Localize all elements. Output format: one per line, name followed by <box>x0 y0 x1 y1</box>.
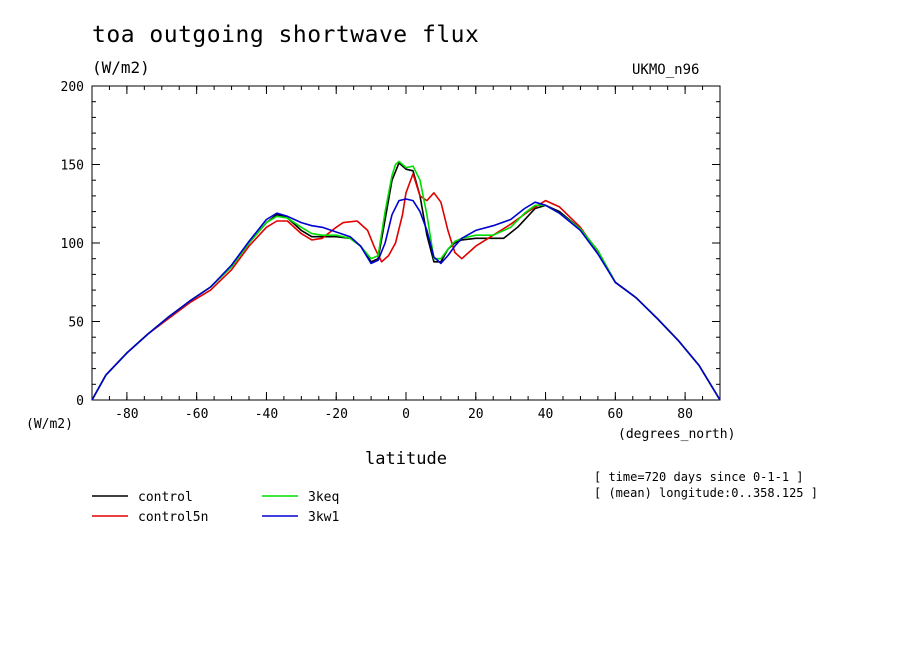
x-tick-label: 0 <box>402 407 410 422</box>
x-tick-label: -20 <box>324 407 347 422</box>
chart-title: toa outgoing shortwave flux <box>92 22 480 48</box>
x-tick-label: 80 <box>677 407 693 422</box>
x-units-label: (degrees_north) <box>618 427 735 442</box>
series-lines <box>91 160 721 401</box>
time-metadata: [ time=720 days since 0-1-1 ] <box>594 470 804 484</box>
longitude-metadata: [ (mean) longitude:0..358.125 ] <box>594 486 818 500</box>
y-units-label: (W/m2) <box>26 417 73 432</box>
legend: control control5n 3keq 3kw1 <box>92 490 339 525</box>
y-tick-label: 0 <box>76 394 84 409</box>
x-tick-label: 20 <box>468 407 484 422</box>
x-tick-label: 40 <box>538 407 554 422</box>
series-line-3kw1 <box>91 198 721 401</box>
y-tick-label: 150 <box>61 159 84 174</box>
x-tick-label: -80 <box>115 407 138 422</box>
legend-label-3keq: 3keq <box>308 490 339 505</box>
series-line-control5n <box>91 173 721 401</box>
legend-label-3kw1: 3kw1 <box>308 510 339 525</box>
plot-frame <box>91 85 721 401</box>
model-label: UKMO_n96 <box>632 62 700 78</box>
x-tick-label: -40 <box>255 407 278 422</box>
ticks: -80 -60 -40 -20 0 20 40 60 80 0 50 100 150 200 <box>61 80 721 422</box>
y-tick-label: 100 <box>61 237 84 252</box>
y-tick-label: 200 <box>61 80 84 95</box>
legend-label-control5n: control5n <box>138 510 208 525</box>
x-tick-label: 60 <box>608 407 624 422</box>
units-label: (W/m2) <box>92 58 150 77</box>
x-axis-label: latitude <box>365 449 447 469</box>
x-tick-label: -60 <box>185 407 208 422</box>
y-tick-label: 50 <box>68 316 84 331</box>
legend-label-control: control <box>138 490 193 505</box>
